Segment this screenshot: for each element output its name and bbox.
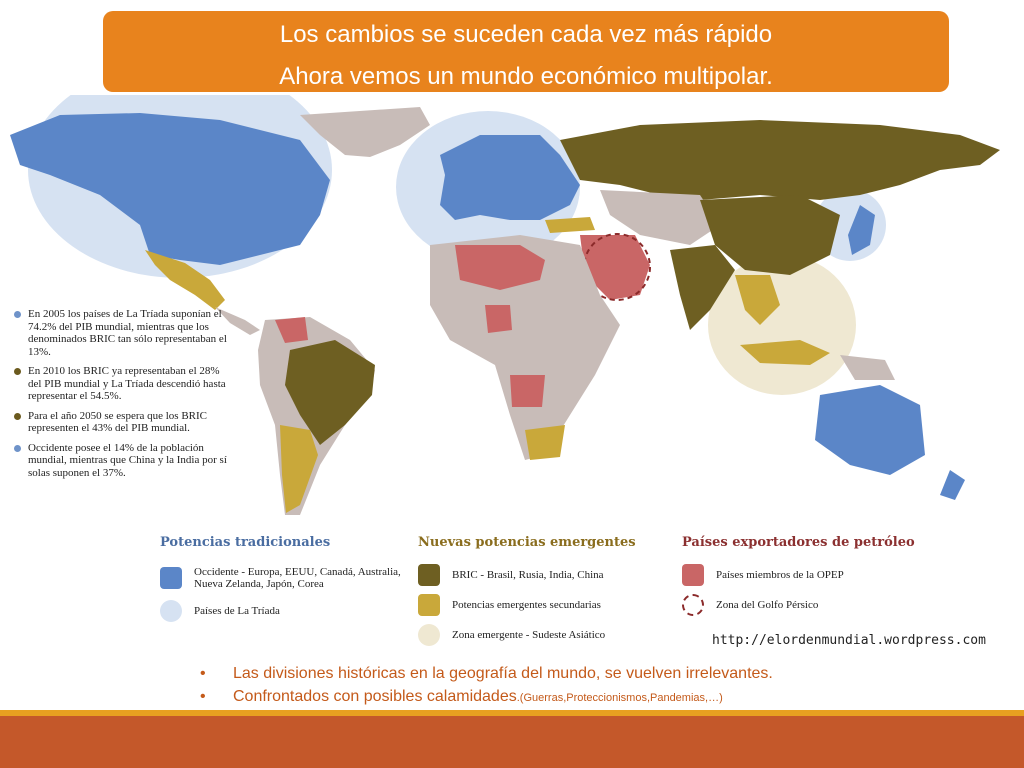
legend-heading: Potencias tradicionales — [160, 535, 331, 550]
legend-item: Países de La Tríada — [160, 596, 410, 626]
legend-swatch — [682, 564, 704, 586]
note-text: Occidente posee el 14% de la población m… — [28, 441, 227, 479]
legend-label: Países miembros de la OPEP — [716, 569, 844, 581]
note-text: En 2010 los BRIC ya representaban el 28%… — [28, 365, 226, 402]
bullet-text: Las divisiones históricas en la geografí… — [233, 665, 773, 682]
bullet-item: Las divisiones históricas en la geografí… — [200, 662, 773, 685]
nigeria — [485, 305, 512, 333]
china — [700, 195, 840, 275]
north-america — [10, 113, 330, 265]
southeast-asia — [735, 275, 780, 325]
indonesia — [740, 340, 830, 365]
europe — [440, 135, 580, 220]
angola — [510, 375, 545, 407]
legend-item: Potencias emergentes secundarias — [418, 590, 678, 620]
arabia — [580, 235, 650, 300]
legend-oil: Países exportadores de petróleo Países m… — [682, 535, 962, 620]
legend-swatch — [418, 594, 440, 616]
legend-label: Zona emergente - Sudeste Asiático — [452, 629, 606, 641]
legend-swatch — [418, 624, 440, 646]
legend-traditional: Potencias tradicionales Occidente - Euro… — [160, 535, 410, 626]
south-africa — [525, 425, 565, 460]
legend-swatch — [160, 567, 182, 589]
greenland — [300, 107, 430, 157]
argentina — [280, 425, 318, 513]
central-america — [215, 307, 260, 335]
note-item: En 2005 los países de La Tríada suponían… — [12, 308, 232, 358]
note-item: Occidente posee el 14% de la población m… — [12, 442, 232, 480]
venezuela — [275, 317, 308, 343]
new-zealand — [940, 470, 965, 500]
bullet-dot-icon — [14, 311, 21, 318]
legend-label: BRIC - Brasil, Rusia, India, China — [452, 569, 604, 581]
legend-swatch — [418, 564, 440, 586]
bullet-list: Las divisiones históricas en la geografí… — [200, 662, 773, 710]
note-item: En 2010 los BRIC ya representaban el 28%… — [12, 365, 232, 403]
legend-swatch — [682, 594, 704, 616]
world-map — [10, 95, 1000, 515]
note-text: Para el año 2050 se espera que los BRIC … — [28, 409, 208, 435]
bullet-item: Confrontados con posibles calamidades.(G… — [200, 685, 773, 710]
bullet-dot-icon — [14, 412, 21, 420]
source-url: http://elordenmundial.wordpress.com — [712, 633, 986, 648]
title-banner: Los cambios se suceden cada vez más rápi… — [103, 11, 949, 92]
legend-heading: Nuevas potencias emergentes — [418, 535, 636, 550]
japan — [848, 205, 875, 255]
legend-label: Potencias emergentes secundarias — [452, 599, 601, 611]
africa — [430, 235, 620, 460]
legend-label: Occidente - Europa, EEUU, Canadá, Austra… — [194, 566, 401, 590]
brazil — [285, 340, 375, 445]
title-line-2: Ahora vemos un mundo económico multipola… — [279, 63, 773, 90]
legend-item: BRIC - Brasil, Rusia, India, China — [418, 560, 678, 590]
legend-item: Zona del Golfo Pérsico — [682, 590, 962, 620]
legend-emerging: Nuevas potencias emergentes BRIC - Brasi… — [418, 535, 678, 650]
bullet-dot-icon — [14, 368, 21, 375]
legend-heading: Países exportadores de petróleo — [682, 535, 915, 550]
note-item: Para el año 2050 se espera que los BRIC … — [12, 410, 232, 435]
legend-item: Occidente - Europa, EEUU, Canadá, Austra… — [160, 560, 410, 596]
australia — [815, 385, 925, 475]
bullet-text: Confrontados con posibles calamidades — [233, 688, 517, 705]
legend-label: Zona del Golfo Pérsico — [716, 599, 819, 611]
note-text: En 2005 los países de La Tríada suponían… — [28, 308, 227, 358]
russia — [560, 120, 1000, 200]
title-line-1: Los cambios se suceden cada vez más rápi… — [279, 21, 773, 48]
central-asia — [600, 190, 720, 245]
notes-panel: En 2005 los países de La Tríada suponían… — [12, 308, 232, 486]
footer-bar — [0, 716, 1024, 768]
legend-item: Zona emergente - Sudeste Asiático — [418, 620, 678, 650]
new-guinea — [840, 355, 895, 380]
mexico — [145, 250, 225, 310]
bullet-small-text: .(Guerras,Proteccionismos,Pandemias,…) — [516, 692, 723, 704]
legend-label: Países de La Tríada — [194, 605, 280, 617]
bullet-dot-icon — [14, 444, 21, 452]
footer-stripe — [0, 710, 1024, 716]
india — [670, 245, 735, 330]
algeria-libya — [455, 245, 545, 290]
legend-item: Países miembros de la OPEP — [682, 560, 962, 590]
legend-swatch — [160, 600, 182, 622]
turkey — [545, 217, 595, 233]
